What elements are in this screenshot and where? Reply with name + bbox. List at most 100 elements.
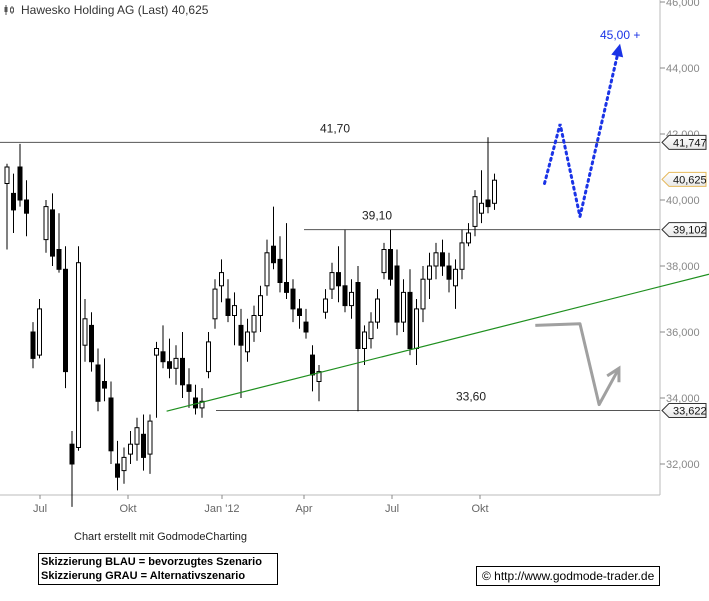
candle	[212, 279, 218, 329]
candle	[11, 173, 16, 233]
candle	[43, 200, 49, 253]
grey-scenario-path	[535, 322, 621, 407]
candle-body	[362, 331, 367, 349]
candle	[355, 266, 361, 412]
candle-body	[50, 209, 55, 257]
candle	[180, 332, 185, 398]
candle-body	[440, 252, 445, 267]
candle	[381, 242, 387, 280]
scenario-legend: Skizzierung BLAU = bevorzugtes Szenario …	[38, 553, 278, 585]
candle	[134, 417, 140, 461]
scenario-layer: 45,00 +	[166, 28, 709, 412]
candle	[147, 414, 153, 474]
candle-body	[466, 232, 471, 244]
candle	[479, 170, 484, 224]
candle	[349, 279, 354, 319]
levels-layer: 41,70 41,747 39,10 39,102 33,60 33,622 40,625	[0, 121, 707, 418]
candle-body	[141, 433, 146, 458]
candle-body	[82, 318, 88, 346]
source-link[interactable]: © http://www.godmode-trader.de	[476, 566, 661, 586]
candle-body	[160, 351, 166, 363]
y-tick-label: 32,000	[666, 459, 700, 471]
candle-body	[492, 179, 497, 204]
candle	[459, 229, 465, 280]
candle-body	[212, 288, 218, 320]
candle-body	[349, 291, 354, 307]
candle-body	[238, 324, 244, 346]
candle-body	[407, 291, 413, 349]
candle	[427, 252, 432, 299]
candle-body	[472, 196, 478, 227]
candle-body	[394, 265, 400, 323]
candle-body	[420, 278, 426, 310]
candle-body	[433, 252, 439, 267]
candle	[407, 269, 413, 356]
candle	[264, 239, 270, 296]
candle-body	[30, 331, 36, 359]
candle	[297, 299, 302, 329]
grey-scenario-arrowhead	[606, 365, 621, 383]
candle	[446, 252, 452, 293]
candle-body	[173, 357, 179, 369]
candle	[141, 414, 146, 471]
candle-body	[186, 384, 192, 392]
level-marker: 33,622	[661, 402, 707, 418]
candle	[472, 190, 478, 237]
candle-body	[258, 295, 263, 317]
candle-body	[134, 427, 140, 445]
x-tick-label: Apr	[295, 503, 312, 515]
plot-background	[0, 0, 660, 495]
candle-body	[479, 202, 484, 214]
level-marker-text: 33,622	[673, 405, 707, 417]
candle	[394, 249, 400, 336]
candle	[329, 262, 335, 299]
target-label: 45,00 +	[600, 28, 640, 42]
blue-scenario-path	[543, 50, 620, 217]
candle-body	[316, 371, 322, 383]
candle	[24, 180, 29, 237]
level-label: 39,10	[362, 209, 392, 223]
level-marker-text: 39,102	[673, 225, 707, 237]
candle	[290, 279, 296, 323]
candle-body	[56, 249, 62, 270]
candle	[225, 279, 231, 323]
candle	[50, 193, 55, 266]
candle-body	[102, 381, 107, 389]
candle-body	[297, 308, 302, 316]
current-price-marker-shape	[661, 171, 707, 187]
candle-body	[154, 348, 159, 356]
candle-body	[121, 456, 127, 472]
candle-body	[24, 199, 29, 214]
candle	[154, 341, 159, 418]
candle	[375, 289, 380, 329]
candle	[160, 325, 166, 369]
candle-body	[342, 285, 348, 307]
candle	[466, 223, 471, 247]
candle-body	[199, 400, 205, 409]
candle-body	[401, 291, 406, 323]
candle	[37, 299, 42, 359]
candle	[115, 440, 120, 491]
candle	[238, 308, 244, 398]
candle	[108, 381, 114, 464]
level-label: 33,60	[456, 389, 486, 403]
candle-body	[232, 305, 237, 317]
candle	[284, 223, 289, 299]
candle-body	[167, 361, 172, 369]
candle	[251, 305, 257, 342]
chart-title: Hawesko Holding AG (Last) 40,625	[2, 2, 215, 18]
candle-body	[69, 443, 75, 465]
x-tick-label: Jul	[385, 503, 399, 515]
candle	[485, 137, 491, 214]
candle-body	[277, 258, 283, 283]
candle	[82, 299, 88, 362]
level-marker: 41,747	[661, 134, 707, 150]
candle	[342, 229, 348, 313]
x-tick-label: Okt	[119, 503, 136, 515]
candle-body	[11, 192, 16, 211]
candle-body	[284, 282, 289, 293]
candle	[323, 289, 328, 319]
candle	[362, 325, 367, 365]
chart-type-icon	[4, 5, 14, 15]
candle-body	[245, 331, 250, 353]
